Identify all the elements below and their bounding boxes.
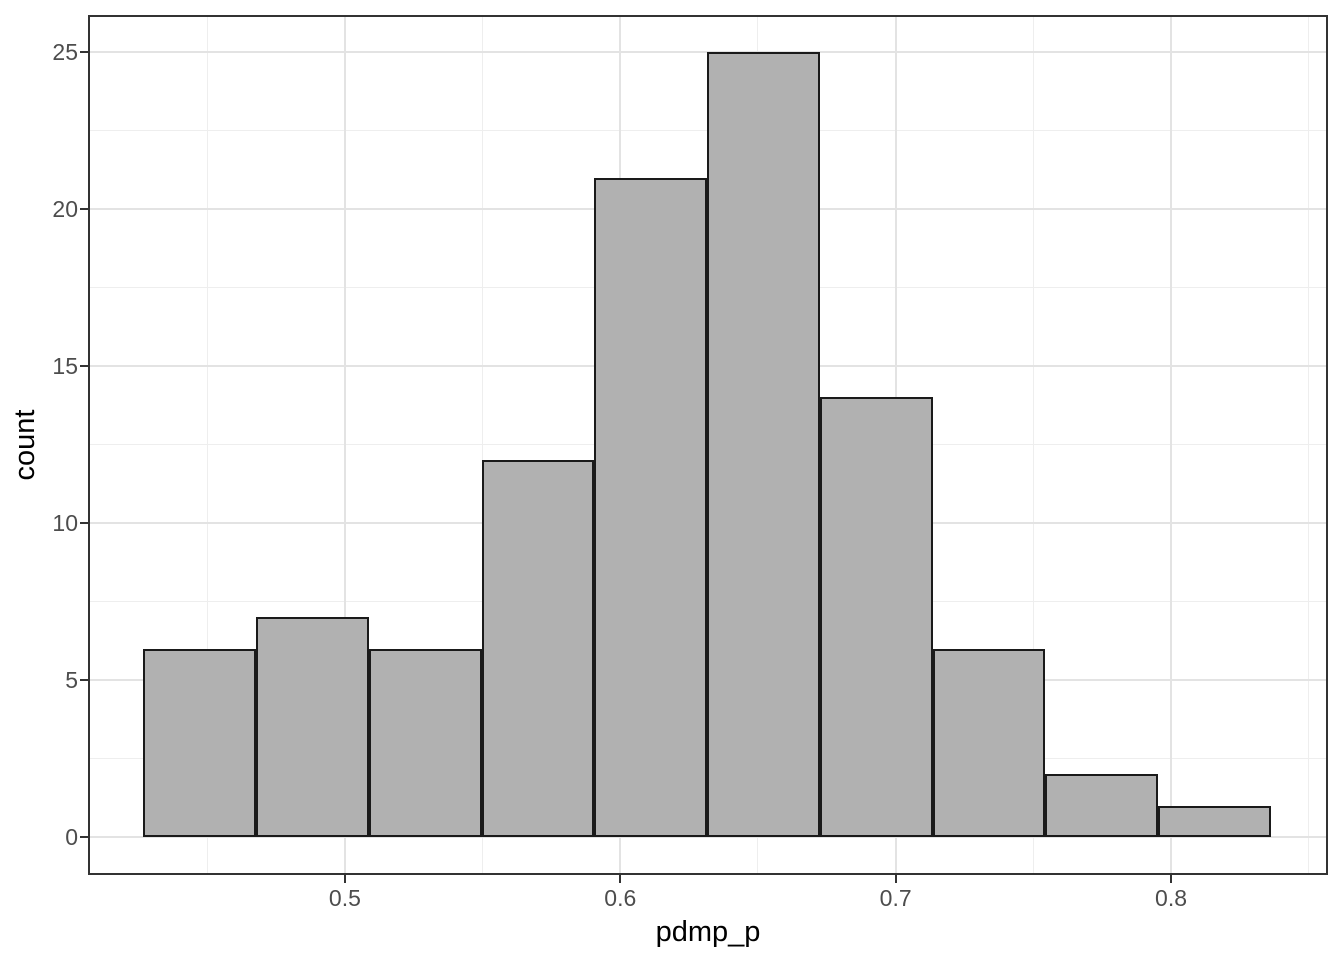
histogram-bar [368,648,482,837]
y-tick-mark [80,522,88,525]
x-tick-label: 0.8 [1155,885,1188,911]
x-tick-label: 0.7 [879,885,912,911]
y-tick-mark [80,208,88,211]
x-tick-mark [343,875,346,883]
histogram-bar [143,648,256,837]
y-tick-label: 5 [65,667,78,694]
y-tick-mark [80,836,88,838]
y-major-gridline [88,836,1328,838]
y-tick-mark [80,365,88,368]
y-tick-mark [80,679,88,682]
x-major-gridline [1170,15,1173,875]
x-tick-mark [619,875,622,883]
x-major-gridline [343,15,346,875]
y-tick-label: 0 [65,824,78,850]
x-axis-title: pdmp_p [655,916,761,948]
x-tick-mark [894,875,897,883]
histogram-bar [819,397,933,837]
x-tick-mark [1170,875,1173,883]
histogram-bar [594,177,708,837]
x-tick-label: 0.6 [604,885,637,911]
histogram-bar [255,617,369,837]
y-tick-label: 10 [52,510,78,537]
y-tick-mark [80,51,88,54]
histogram-bar [707,52,820,837]
y-tick-label: 25 [52,39,78,66]
y-tick-label: 15 [52,353,78,380]
plot-panel [88,15,1328,875]
histogram-bar [1045,774,1159,837]
x-tick-label: 0.5 [328,885,361,911]
y-tick-label: 20 [52,196,78,223]
histogram-bar [481,460,595,837]
histogram-bar [1158,805,1271,837]
histogram-bar [932,648,1046,837]
